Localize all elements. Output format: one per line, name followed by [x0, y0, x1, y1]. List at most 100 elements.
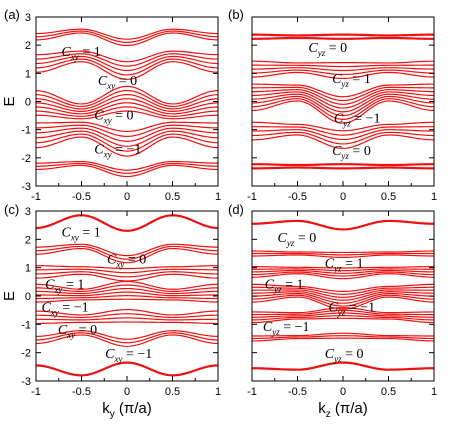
band-3-line-2 — [252, 98, 434, 120]
band-4-line-6 — [252, 286, 434, 295]
bands-c — [36, 214, 218, 377]
band-4-line-1 — [36, 298, 218, 303]
band-3-line-4 — [36, 265, 218, 270]
band-4-line-3 — [252, 129, 434, 141]
band-2-line-3 — [36, 55, 218, 72]
x-tick-label: -1 — [31, 191, 41, 203]
band-6-line-3 — [252, 332, 434, 337]
band-1-line-1 — [36, 32, 218, 47]
band-3-line-5 — [252, 91, 434, 109]
panel-label: (b) — [228, 7, 244, 22]
x-tick-label: 0 — [124, 386, 130, 398]
bands-a — [36, 28, 218, 178]
band-3-line-5 — [36, 93, 218, 110]
band-2-line-3 — [252, 250, 434, 254]
band-1-line-1 — [252, 36, 434, 40]
band-2-line-1 — [36, 247, 218, 264]
band-2-line-2 — [252, 69, 434, 76]
band-5-line-1 — [36, 164, 218, 178]
x-tick-label: -0.5 — [72, 386, 91, 398]
chern-number-label: Cyz = 0 — [308, 41, 347, 58]
band-1-line-1 — [36, 214, 218, 232]
band-1-line-3 — [36, 28, 218, 40]
band-5-line-3 — [36, 160, 218, 171]
band-3-line-2 — [36, 106, 218, 117]
x-tick-label: 0 — [340, 386, 346, 398]
x-tick-label: 1 — [431, 386, 437, 398]
y-axis-label: E — [1, 96, 18, 106]
y-tick-label: 0 — [25, 97, 31, 109]
y-tick-label: -2 — [21, 153, 31, 165]
x-axis-label: ky (π/a) — [102, 400, 152, 420]
band-2-line-2 — [252, 252, 434, 256]
chern-number-label: Cxy = 1 — [61, 45, 100, 62]
band-5-line-4 — [36, 309, 218, 316]
band-4-line-2 — [252, 294, 434, 307]
chern-number-label: Cyz = −1 — [334, 111, 381, 128]
band-2-line-4 — [36, 53, 218, 67]
band-3-line-7 — [36, 85, 218, 105]
y-tick-label: -3 — [21, 376, 31, 388]
band-6-line-3 — [36, 330, 218, 340]
band-4-line-5 — [252, 121, 434, 132]
band-2-line-2 — [36, 245, 218, 260]
x-tick-label: 1 — [215, 386, 221, 398]
x-tick-label: -1 — [247, 386, 257, 398]
x-tick-label: 0 — [124, 191, 130, 203]
band-4-line-4 — [252, 126, 434, 136]
band-4-line-3 — [36, 291, 218, 297]
band-6-line-2 — [252, 335, 434, 340]
y-tick-label: 1 — [25, 68, 31, 80]
panel-label: (d) — [228, 202, 244, 217]
band-5-line-5 — [252, 307, 434, 314]
band-2-line-1 — [36, 61, 218, 80]
band-4-line-2 — [36, 295, 218, 300]
band-3-line-3 — [36, 102, 218, 115]
chern-number-label: Cxy = 0 — [98, 74, 137, 91]
band-3-line-4 — [252, 268, 434, 272]
band-3-line-1 — [252, 273, 434, 280]
band-4-line-6 — [36, 121, 218, 133]
band-7-line-1 — [252, 361, 434, 371]
band-2-line-3 — [252, 67, 434, 72]
band-2-line-3 — [36, 243, 218, 257]
y-tick-label: -1 — [21, 319, 31, 331]
x-tick-label: 1 — [215, 191, 221, 203]
x-tick-label: -1 — [31, 386, 41, 398]
band-6-line-1 — [36, 334, 218, 347]
x-tick-label: -0.5 — [288, 386, 307, 398]
y-tick-label: 3 — [25, 206, 31, 218]
band-4-line-7 — [252, 283, 434, 293]
panel-a: -1 -0.5 0 0.5 1 3 2 1 0 -1 -2 -3 (a) E Cxy = 1 Cxy = 0 C… — [1, 7, 221, 203]
band-4-line-6 — [36, 280, 218, 290]
chern-number-label: Cxy = −1 — [41, 300, 88, 317]
band-5-line-2 — [36, 317, 218, 321]
y-tick-label: 2 — [25, 40, 31, 52]
band-3-line-1 — [36, 110, 218, 120]
y-tick-label: -2 — [21, 348, 31, 360]
chern-number-label: Cxy = 0 — [94, 109, 133, 126]
x-tick-label: -0.5 — [72, 191, 91, 203]
band-6-line-1 — [252, 337, 434, 342]
chern-number-label: Cyz = −1 — [328, 300, 375, 317]
band-4-line-5 — [36, 284, 218, 293]
band-1-line-2 — [252, 33, 434, 37]
band-4-line-1 — [36, 136, 218, 157]
panel-label: (c) — [4, 202, 19, 217]
band-3-line-3 — [252, 95, 434, 117]
panel-d: -1 -0.5 0 0.5 1 (d) kz (π/a) Cyz = 0 Cyz = 1 Cyz … — [228, 202, 437, 420]
band-5-line-2 — [252, 163, 434, 167]
chern-number-label: Cyz = 1 — [325, 256, 364, 273]
band-2-line-2 — [36, 58, 218, 76]
band-3-line-2 — [36, 271, 218, 278]
band-3-line-4 — [252, 93, 434, 113]
x-tick-label: 0.5 — [165, 386, 180, 398]
chern-number-label: Cxy = 1 — [45, 278, 84, 295]
y-axis-label: E — [1, 291, 18, 301]
band-3-line-6 — [252, 89, 434, 105]
x-tick-label: 0.5 — [165, 191, 180, 203]
band-4-line-1 — [252, 134, 434, 149]
x-tick-label: 0 — [340, 191, 346, 203]
x-axis-label: kz (π/a) — [318, 400, 368, 420]
band-5-line-2 — [36, 162, 218, 174]
